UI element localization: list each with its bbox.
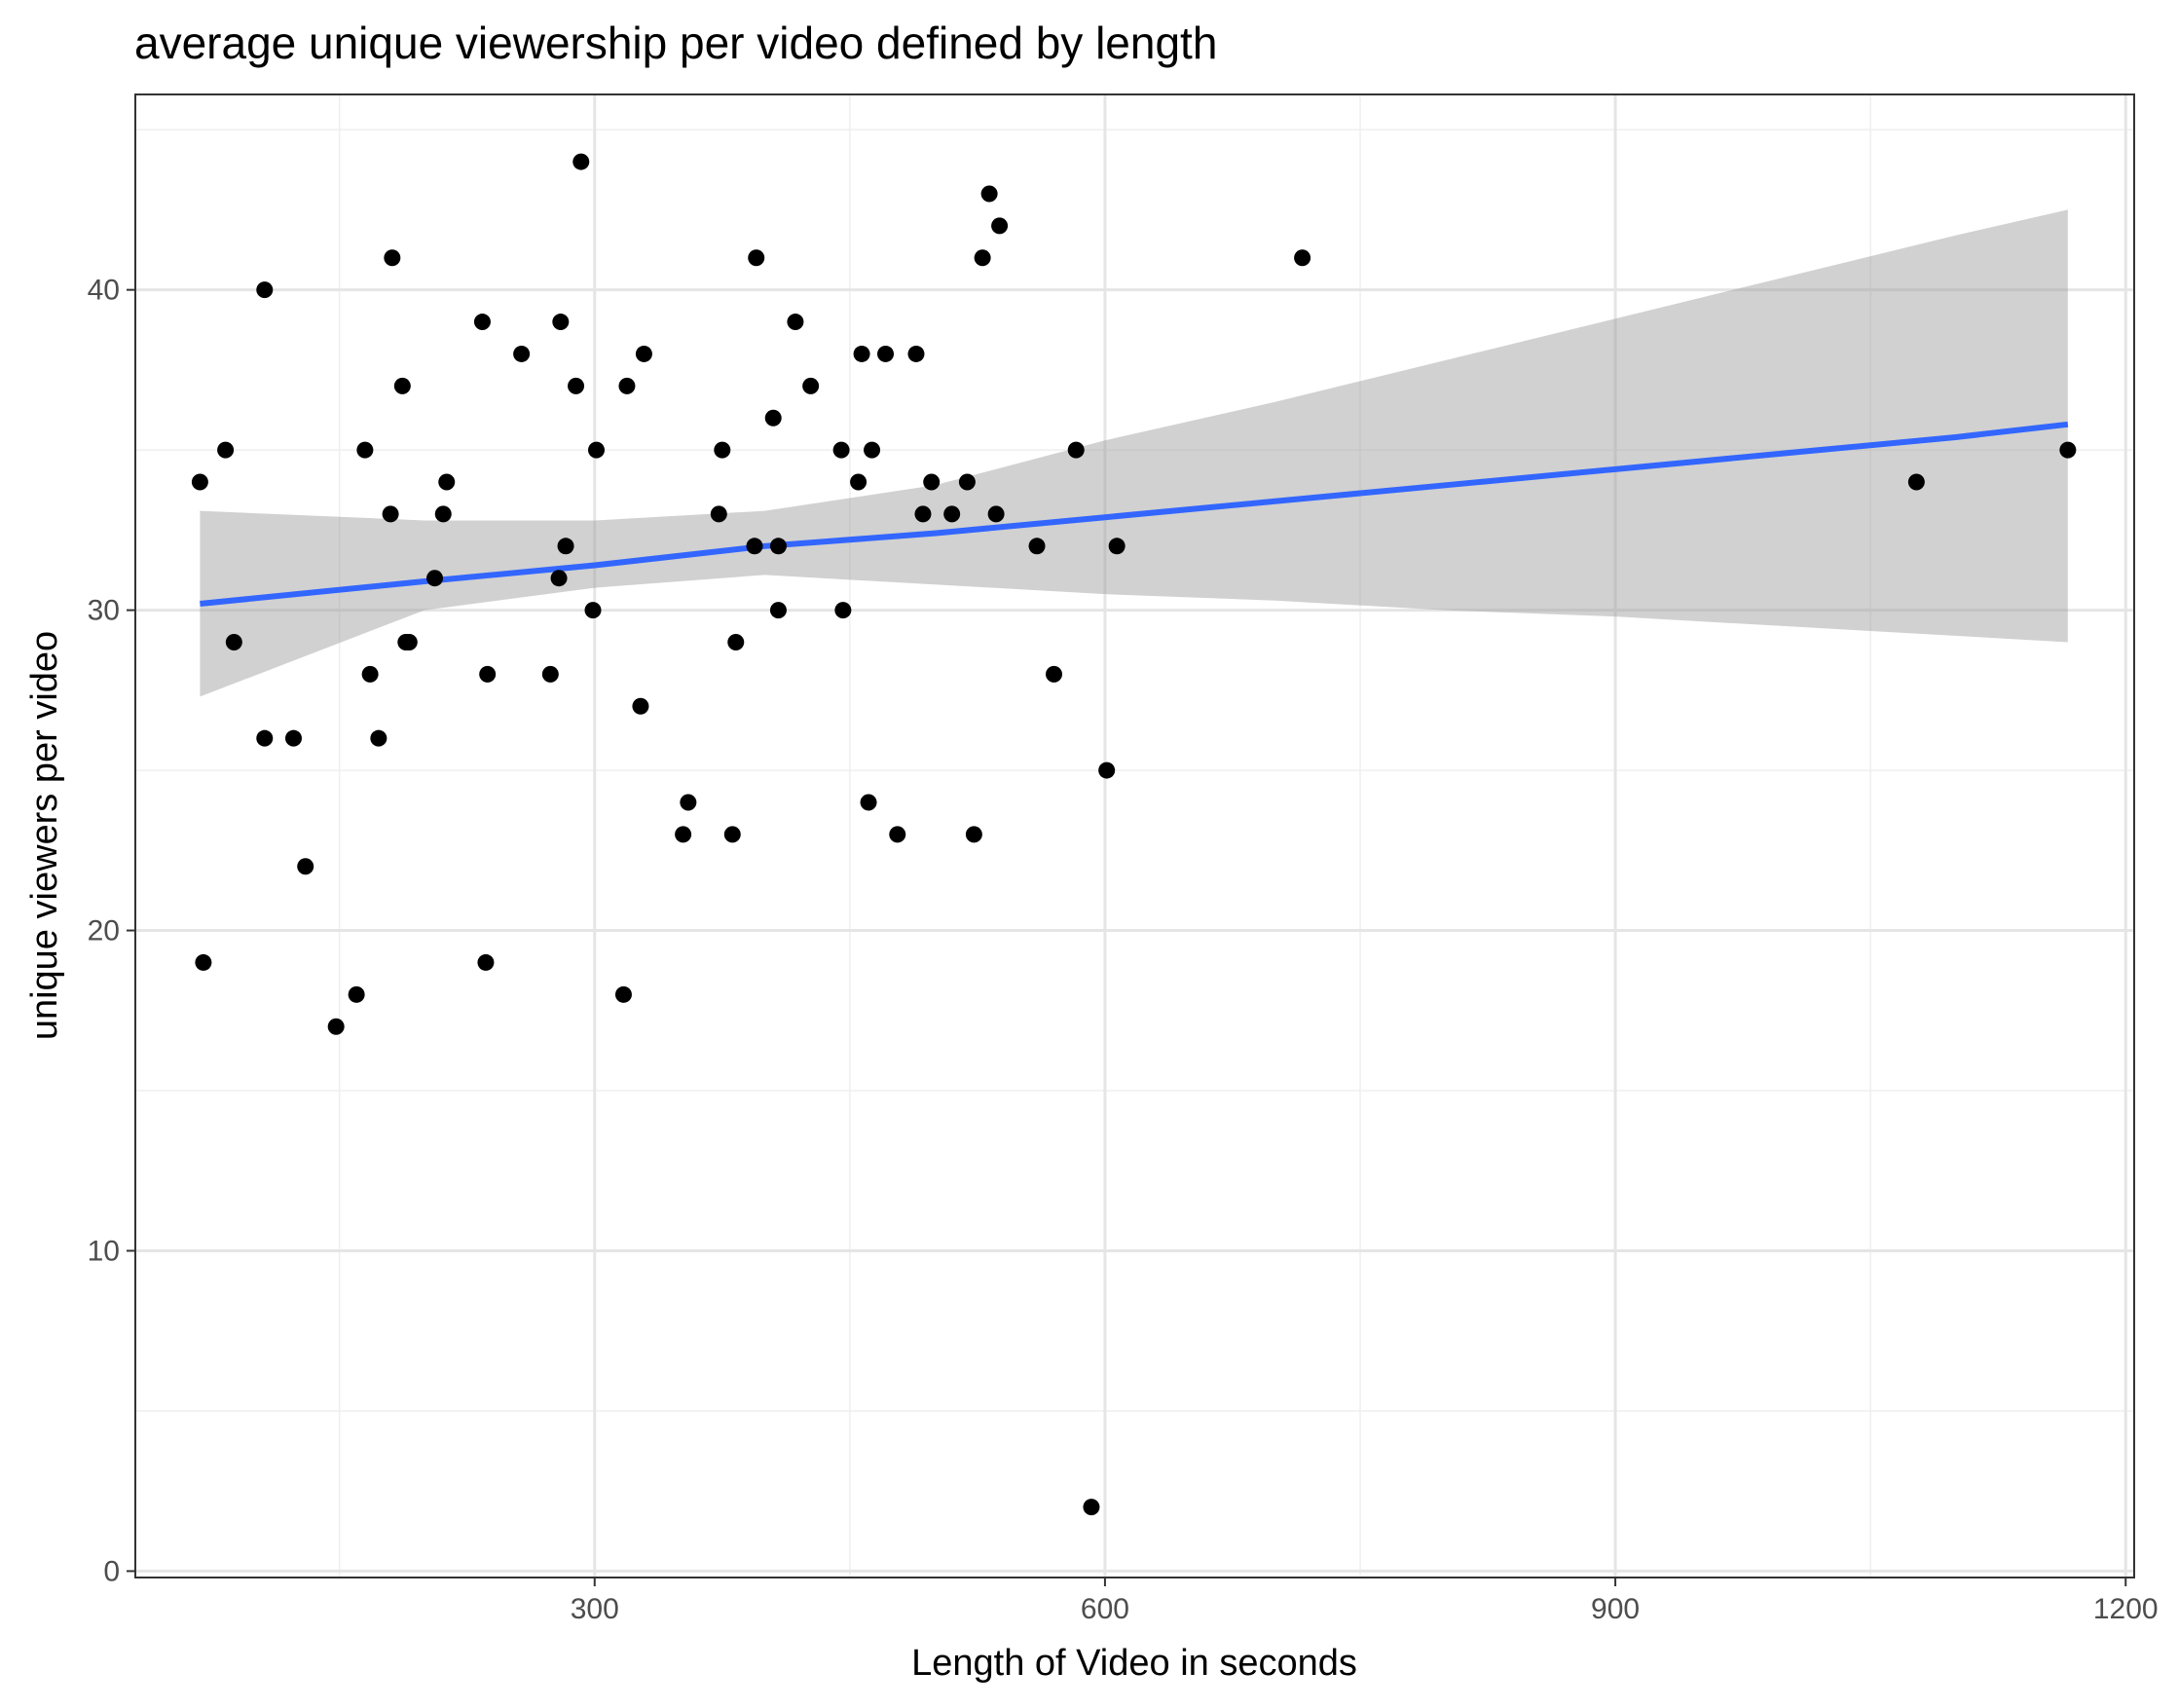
data-point <box>348 985 365 1003</box>
data-point <box>675 826 692 843</box>
data-point <box>1907 473 1925 491</box>
data-point <box>1294 249 1311 267</box>
data-point <box>914 505 932 523</box>
data-point <box>746 538 763 555</box>
y-tick-label: 30 <box>88 595 120 627</box>
data-point <box>284 729 302 747</box>
data-point <box>568 377 585 394</box>
data-point <box>327 1018 345 1035</box>
data-point <box>588 441 606 459</box>
data-point <box>361 665 379 683</box>
data-point <box>943 505 961 523</box>
y-tick-label: 0 <box>103 1555 120 1587</box>
data-point <box>710 505 727 523</box>
data-point <box>618 377 636 394</box>
y-axis-title: unique viewers per video <box>24 631 65 1040</box>
data-point <box>2059 441 2077 459</box>
data-point <box>256 281 274 299</box>
panel-border <box>134 93 2135 1578</box>
data-point <box>987 505 1005 523</box>
data-point <box>513 345 531 362</box>
data-point <box>191 473 208 491</box>
data-point <box>370 729 388 747</box>
data-point <box>477 953 495 971</box>
data-point <box>572 153 590 170</box>
x-tick-label: 300 <box>571 1593 619 1625</box>
data-point <box>864 441 881 459</box>
data-point <box>832 441 850 459</box>
data-point <box>723 826 741 843</box>
data-point <box>584 602 602 619</box>
data-point <box>980 185 998 203</box>
data-point <box>1108 538 1126 555</box>
data-point <box>907 345 925 362</box>
data-point <box>256 729 274 747</box>
data-point <box>769 538 787 555</box>
x-tick-label: 600 <box>1081 1593 1129 1625</box>
x-tick-label: 900 <box>1591 1593 1640 1625</box>
data-point <box>426 570 444 587</box>
data-point <box>1046 665 1063 683</box>
chart-title: average unique viewership per video defi… <box>134 18 1217 68</box>
data-point <box>923 473 941 491</box>
data-point <box>356 441 374 459</box>
y-tick-label: 20 <box>88 915 120 947</box>
data-point <box>877 345 895 362</box>
x-axis: 300 600 900 1200 <box>571 1578 2159 1625</box>
data-point <box>434 505 452 523</box>
data-point <box>479 665 497 683</box>
data-point <box>195 953 212 971</box>
data-point <box>787 314 804 331</box>
data-point <box>382 505 399 523</box>
data-point <box>552 314 570 331</box>
y-axis: 0 10 20 30 40 <box>88 275 135 1587</box>
data-point <box>550 570 568 587</box>
data-point <box>769 602 787 619</box>
data-point <box>853 345 870 362</box>
data-point <box>217 441 235 459</box>
data-points <box>191 153 2077 1516</box>
data-point <box>860 794 877 811</box>
confidence-band <box>200 209 2068 697</box>
data-point <box>225 633 242 650</box>
data-point <box>727 633 745 650</box>
data-point <box>850 473 868 491</box>
y-tick-label: 40 <box>88 275 120 307</box>
data-point <box>297 858 314 875</box>
data-point <box>400 633 418 650</box>
data-point <box>748 249 765 267</box>
data-point <box>802 377 820 394</box>
regression-line <box>200 421 2069 608</box>
major-gridlines <box>135 94 2134 1578</box>
data-point <box>1098 761 1116 779</box>
data-point <box>438 473 456 491</box>
data-point <box>974 249 991 267</box>
data-point <box>889 826 906 843</box>
data-point <box>635 345 652 362</box>
minor-gridlines <box>135 94 2134 1578</box>
data-point <box>714 441 731 459</box>
data-point <box>541 665 559 683</box>
data-point <box>632 697 649 715</box>
y-tick-label: 10 <box>88 1235 120 1267</box>
data-point <box>557 538 574 555</box>
x-tick-label: 1200 <box>2093 1593 2159 1625</box>
data-point <box>1028 538 1046 555</box>
data-point <box>965 826 982 843</box>
data-point <box>764 409 782 427</box>
data-point <box>473 314 491 331</box>
data-point <box>614 985 632 1003</box>
data-point <box>958 473 976 491</box>
data-point <box>834 602 852 619</box>
data-point <box>393 377 411 394</box>
data-point <box>384 249 401 267</box>
data-point <box>680 794 697 811</box>
x-axis-title: Length of Video in seconds <box>911 1643 1357 1684</box>
data-point <box>1083 1499 1100 1516</box>
data-point <box>991 217 1009 235</box>
data-point <box>1067 441 1085 459</box>
